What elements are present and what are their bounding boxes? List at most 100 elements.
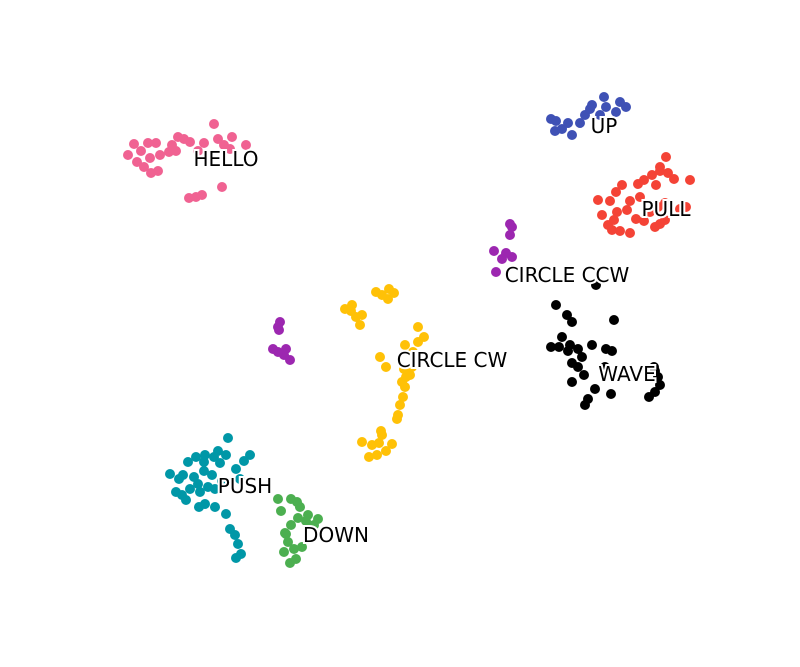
point-wave-11 — [579, 370, 589, 380]
point-hello-14 — [129, 139, 139, 149]
point-circle-cw-8 — [376, 426, 386, 436]
point-circle-cw-18 — [407, 362, 417, 372]
point-circle-cw-2 — [381, 446, 391, 456]
cluster-label-push: PUSH — [218, 474, 272, 498]
cluster-label-circle-ccw: CIRCLE CCW — [505, 263, 630, 287]
series-pull — [593, 152, 695, 238]
point-circle-cw-5 — [367, 440, 377, 450]
point-pull-4 — [609, 215, 619, 225]
point-hello-3 — [217, 182, 227, 192]
point-wave-20 — [600, 362, 610, 372]
point-wave-22 — [601, 344, 611, 354]
point-down-1 — [291, 554, 301, 564]
point-circle-cw-19 — [381, 362, 391, 372]
point-hello-5 — [153, 166, 163, 176]
point-wave-16 — [554, 342, 564, 352]
point-pull-28 — [651, 180, 661, 190]
point-circle-ccw-13 — [505, 230, 515, 240]
point-pull-17 — [681, 202, 691, 212]
point-wave-29 — [591, 280, 601, 290]
point-push-1 — [236, 549, 246, 559]
cluster-label-down: DOWN — [303, 523, 369, 547]
series-circle-cw — [340, 284, 429, 462]
point-push-2 — [233, 539, 243, 549]
point-down-5 — [283, 537, 293, 547]
point-wave-18 — [565, 340, 575, 350]
point-pull-5 — [597, 210, 607, 220]
point-wave-24 — [557, 332, 567, 342]
point-wave-25 — [562, 310, 572, 320]
point-pull-29 — [625, 196, 635, 206]
point-push-36 — [195, 487, 205, 497]
point-pull-20 — [611, 187, 621, 197]
cluster-label-hello: HELLO — [194, 147, 259, 171]
point-circle-ccw-8 — [491, 267, 501, 277]
point-hello-28 — [193, 146, 203, 156]
point-hello-25 — [241, 140, 251, 150]
point-up-2 — [567, 130, 577, 140]
point-pull-6 — [612, 207, 622, 217]
point-wave-2 — [606, 389, 616, 399]
point-push-5 — [221, 509, 231, 519]
series-push — [165, 433, 255, 563]
point-down-3 — [289, 544, 299, 554]
point-pull-22 — [639, 175, 649, 185]
series-down — [273, 494, 323, 568]
point-circle-ccw-12 — [489, 246, 499, 256]
point-hello-12 — [123, 150, 133, 160]
point-pull-9 — [639, 216, 649, 226]
point-down-7 — [286, 520, 296, 530]
point-down-17 — [273, 494, 283, 504]
point-up-15 — [587, 100, 597, 110]
point-circle-cw-34 — [371, 287, 381, 297]
point-up-13 — [615, 97, 625, 107]
point-wave-14 — [577, 352, 587, 362]
point-push-29 — [231, 464, 241, 474]
point-pull-27 — [685, 175, 695, 185]
point-push-16 — [217, 476, 227, 486]
point-pull-12 — [660, 215, 670, 225]
point-up-9 — [595, 110, 605, 120]
point-circle-cw-23 — [419, 332, 429, 342]
point-push-22 — [174, 474, 184, 484]
point-push-24 — [191, 452, 201, 462]
point-wave-28 — [609, 315, 619, 325]
point-pull-30 — [617, 180, 627, 190]
point-push-28 — [221, 450, 231, 460]
point-push-32 — [223, 433, 233, 443]
point-wave-8 — [649, 362, 659, 372]
point-up-6 — [575, 118, 585, 128]
point-circle-cw-12 — [398, 392, 408, 402]
series-wave — [546, 280, 665, 410]
point-circle-cw-1 — [372, 450, 382, 460]
point-down-18 — [281, 529, 291, 539]
point-hello-27 — [209, 119, 219, 129]
point-pull-32 — [655, 162, 665, 172]
cluster-label-pull: PULL — [642, 197, 692, 221]
point-circle-ccw-11 — [501, 248, 511, 258]
point-circle-cw-31 — [357, 310, 367, 320]
point-pull-15 — [660, 198, 670, 208]
point-push-35 — [235, 474, 245, 484]
point-down-15 — [286, 494, 296, 504]
point-hello-21 — [199, 138, 209, 148]
point-pull-8 — [631, 214, 641, 224]
point-hello-17 — [167, 140, 177, 150]
point-hello-13 — [136, 146, 146, 156]
point-circle-ccw-4 — [281, 344, 291, 354]
point-push-15 — [210, 484, 220, 494]
point-pull-33 — [635, 192, 645, 202]
point-circle-cw-30 — [347, 300, 357, 310]
point-down-12 — [303, 510, 313, 520]
point-down-8 — [293, 513, 303, 523]
point-circle-cw-3 — [387, 439, 397, 449]
point-hello-8 — [145, 153, 155, 163]
point-circle-ccw-3 — [268, 344, 278, 354]
point-circle-cw-21 — [408, 347, 418, 357]
point-up-5 — [551, 116, 561, 126]
point-circle-ccw-15 — [505, 219, 515, 229]
point-circle-cw-6 — [357, 437, 367, 447]
point-push-19 — [189, 472, 199, 482]
series-up — [546, 92, 631, 140]
